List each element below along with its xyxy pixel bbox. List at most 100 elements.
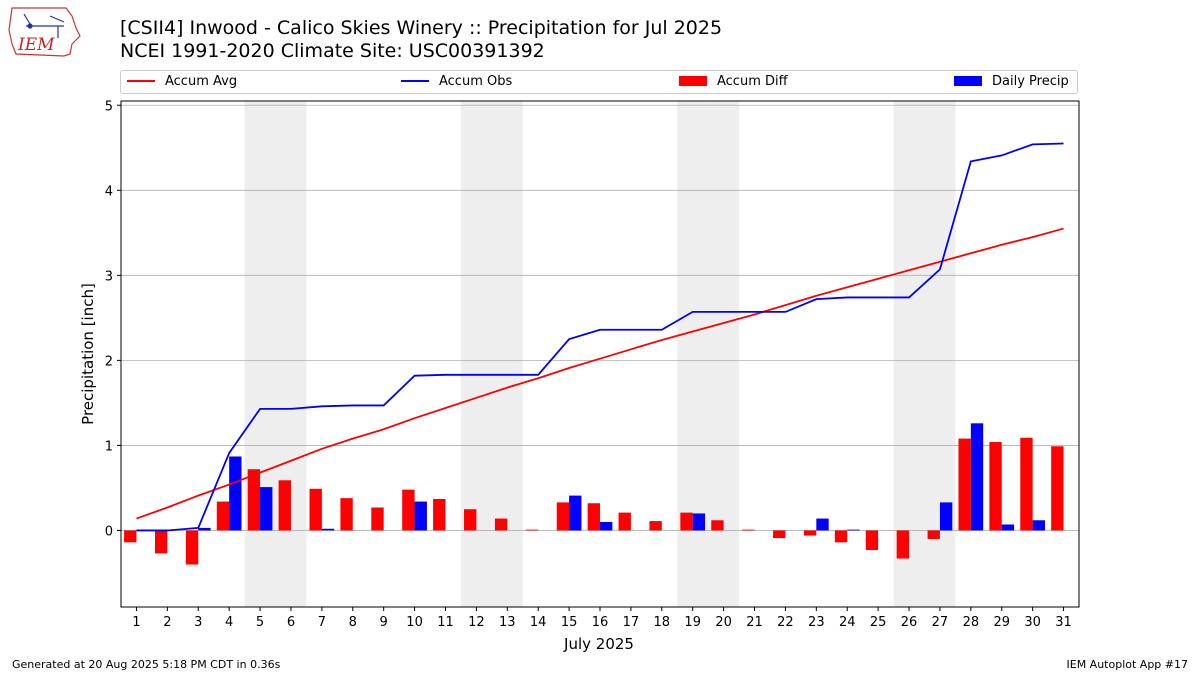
daily-precip-bar-5 [260,487,273,531]
x-tick-label-7: 7 [318,615,326,630]
accum-diff-bar-6 [278,480,291,531]
footer-generated: Generated at 20 Aug 2025 5:18 PM CDT in … [12,658,281,671]
daily-precip-bar-7 [321,528,335,531]
x-tick-label-17: 17 [623,615,640,630]
daily-precip-bar-3 [198,527,211,531]
legend-item-accum-avg: Accum Avg [127,74,237,90]
x-tick-label-10: 10 [406,615,423,630]
daily-precip-bar-24 [847,529,860,531]
accum-diff-bar-5 [247,469,261,531]
daily-precip-bar-29 [1001,524,1015,531]
accum-diff-bar-21 [742,529,755,531]
daily-precip-bar-10 [414,501,427,531]
accum-diff-bar-24 [834,530,848,543]
accum-diff-bar-13 [494,518,508,531]
accum-diff-bar-20 [711,520,724,531]
accum-diff-bar-15 [556,502,570,531]
y-axis-label: Precipitation [inch] [79,283,97,425]
legend-swatch-daily-precip [954,75,982,86]
legend-label-daily-precip: Daily Precip [992,74,1069,89]
y-axis: 0 1 2 3 4 5 [105,99,121,539]
legend-swatch-accum-obs [401,79,429,82]
daily-precip-bar-27 [939,502,953,531]
accum-diff-bar-22 [773,530,786,539]
x-tick-label-6: 6 [287,615,295,630]
x-tick-label-24: 24 [839,615,856,630]
legend-item-accum-obs: Accum Obs [401,74,512,90]
y-tick-label-4: 4 [105,184,113,199]
x-tick-label-18: 18 [654,615,671,630]
legend-item-daily-precip: Daily Precip [954,74,1069,90]
accum-diff-bar-9 [371,507,384,531]
accum-diff-bar-7 [309,488,322,531]
accum-diff-bar-27 [927,530,940,539]
daily-precip-bar-19 [692,513,706,531]
x-tick-label-29: 29 [993,615,1010,630]
accum-diff-bar-16 [587,503,600,531]
daily-precip-bar-30 [1032,520,1046,531]
x-tick-label-3: 3 [194,615,202,630]
chart-subtitle: NCEI 1991-2020 Climate Site: USC00391392 [120,40,545,62]
x-tick-label-4: 4 [225,615,233,630]
weather-station-icon [23,13,65,38]
legend: Accum Avg Accum Obs Accum Diff Daily Pre… [120,70,1078,94]
accum-diff-bar-1 [124,530,137,543]
logo-text: IEM [17,35,55,55]
accum-diff-bar-8 [340,498,353,531]
daily-precip-bar-15 [569,495,582,531]
accum-diff-bar-19 [680,512,693,531]
weekend-band-3 [677,101,740,607]
iem-logo: IEM [8,7,81,57]
accum-diff-bar-25 [865,530,879,551]
x-tick-label-26: 26 [901,615,918,630]
legend-item-accum-diff: Accum Diff [679,74,788,90]
accum-diff-bar-11 [433,498,446,531]
accum-diff-bar-26 [896,530,910,559]
footer-app: IEM Autoplot App #17 [1066,658,1189,671]
y-tick-label-3: 3 [105,269,113,284]
lines [136,142,1064,532]
accum-diff-bar-23 [803,530,817,536]
state-outline [8,7,81,57]
weekend-shading [244,101,956,607]
legend-swatch-accum-avg [127,79,155,82]
accum-diff-bar-29 [989,442,1002,531]
daily-precip-bar-28 [970,423,984,531]
x-tick-label-19: 19 [684,615,701,630]
x-tick-label-16: 16 [592,615,609,630]
x-tick-label-28: 28 [963,615,980,630]
x-tick-label-12: 12 [468,615,485,630]
accum-diff-bar-12 [464,509,477,531]
accum-diff-bar-10 [402,489,415,531]
x-tick-label-31: 31 [1055,615,1072,630]
weekend-band-1 [244,101,307,607]
accum-diff-bar-3 [185,530,199,565]
accum-avg-line [136,227,1064,520]
x-tick-label-2: 2 [163,615,171,630]
x-tick-label-27: 27 [932,615,949,630]
accum-diff-bar-30 [1020,437,1033,531]
x-tick-label-5: 5 [256,615,264,630]
x-tick-label-23: 23 [808,615,825,630]
x-tick-label-15: 15 [561,615,578,630]
daily-precip-bar-23 [816,518,829,531]
daily-precip-bar-4 [229,456,242,531]
accum-diff-bar-14 [525,529,539,531]
y-tick-label-1: 1 [105,439,113,454]
y-tick-label-5: 5 [105,99,113,114]
legend-swatch-accum-diff [679,75,707,86]
daily-precip-bar-16 [600,521,613,531]
x-axis-label: July 2025 [563,635,634,653]
x-tick-label-21: 21 [746,615,763,630]
accum-diff-bar-31 [1051,446,1064,531]
x-tick-label-25: 25 [870,615,887,630]
accum-diff-bar-17 [618,512,631,531]
x-tick-label-13: 13 [499,615,516,630]
x-tick-label-9: 9 [380,615,388,630]
x-tick-label-1: 1 [132,615,140,630]
accum-diff-bar-28 [958,438,971,531]
x-tick-label-22: 22 [777,615,794,630]
x-tick-label-30: 30 [1024,615,1041,630]
accum-obs-line [136,142,1064,532]
chart-title: [CSII4] Inwood - Calico Skies Winery :: … [120,17,723,39]
